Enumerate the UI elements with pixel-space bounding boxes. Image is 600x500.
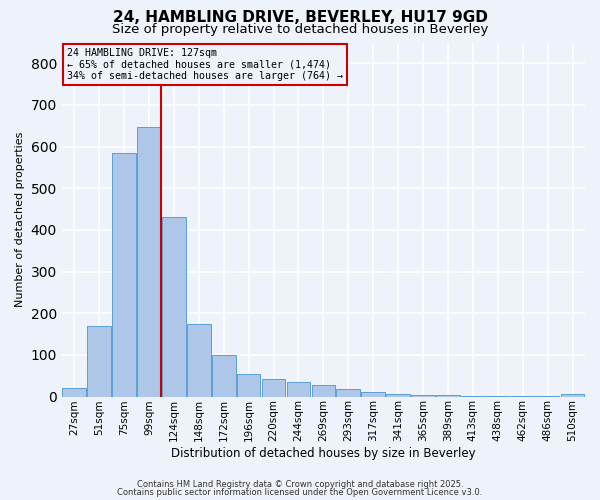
Text: Contains HM Land Registry data © Crown copyright and database right 2025.: Contains HM Land Registry data © Crown c… <box>137 480 463 489</box>
Bar <box>262 379 286 396</box>
Y-axis label: Number of detached properties: Number of detached properties <box>15 132 25 307</box>
Bar <box>361 392 385 396</box>
Bar <box>386 394 410 396</box>
X-axis label: Distribution of detached houses by size in Beverley: Distribution of detached houses by size … <box>171 447 476 460</box>
Bar <box>561 394 584 396</box>
Text: 24, HAMBLING DRIVE, BEVERLEY, HU17 9GD: 24, HAMBLING DRIVE, BEVERLEY, HU17 9GD <box>113 10 487 25</box>
Bar <box>212 355 236 397</box>
Bar <box>88 326 111 396</box>
Bar <box>337 390 360 396</box>
Bar <box>162 218 186 396</box>
Text: 24 HAMBLING DRIVE: 127sqm
← 65% of detached houses are smaller (1,474)
34% of se: 24 HAMBLING DRIVE: 127sqm ← 65% of detac… <box>67 48 343 81</box>
Bar <box>411 395 435 396</box>
Bar <box>311 386 335 396</box>
Bar <box>237 374 260 396</box>
Text: Contains public sector information licensed under the Open Government Licence v3: Contains public sector information licen… <box>118 488 482 497</box>
Text: Size of property relative to detached houses in Beverley: Size of property relative to detached ho… <box>112 22 488 36</box>
Bar <box>187 324 211 396</box>
Bar <box>112 153 136 396</box>
Bar <box>287 382 310 396</box>
Bar <box>137 126 161 396</box>
Bar <box>62 388 86 396</box>
